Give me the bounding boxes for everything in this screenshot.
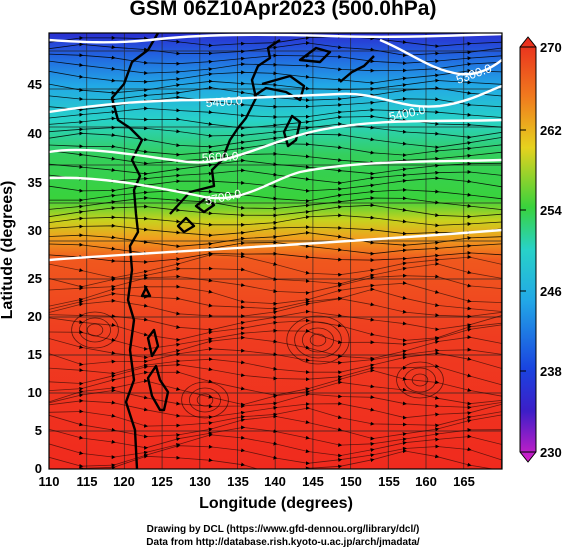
colorbar-tick-label: 230 <box>540 445 562 460</box>
circulation-ring <box>86 323 104 337</box>
colorbar-tick-label: 254 <box>540 203 562 218</box>
x-tick-label: 160 <box>415 474 437 489</box>
circulation-ring <box>411 373 429 387</box>
streamline <box>76 449 495 469</box>
y-tick-label: 10 <box>28 385 42 400</box>
y-tick-label: 35 <box>28 175 42 190</box>
height-contours <box>49 33 502 262</box>
x-tick-label: 120 <box>113 474 135 489</box>
y-tick-label: 0 <box>35 461 42 476</box>
contour-label: 5400.0 <box>205 93 243 110</box>
x-tick-label: 165 <box>453 474 475 489</box>
circulation-ring <box>286 315 350 365</box>
colorbar-tick-label: 246 <box>540 284 562 299</box>
coastlines <box>110 33 375 469</box>
streamline <box>49 240 502 256</box>
streamlines <box>49 34 502 469</box>
circulation-ring <box>294 321 342 359</box>
contour-label: 5600.0 <box>201 149 239 165</box>
circulation-ring <box>403 367 436 393</box>
circulation-ring <box>196 393 214 407</box>
streamline <box>49 53 502 66</box>
plot-frame <box>48 32 503 470</box>
y-tick-label: 15 <box>28 347 42 362</box>
circulation-ring <box>396 361 444 399</box>
y-tick-label: 5 <box>35 423 42 438</box>
y-axis-label: Latitude (degrees) <box>0 181 16 320</box>
colorbar-tick-label: 262 <box>540 123 562 138</box>
colorbar: 270 262 254 246 238 230 <box>519 36 562 463</box>
circulation-ring <box>181 381 229 419</box>
colorbar-tick-label: 270 <box>540 40 562 55</box>
x-tick-label: 140 <box>264 474 286 489</box>
map-title: GSM 06Z10Apr2023 (500.0hPa) <box>129 0 437 20</box>
y-axis: 0 5 10 15 20 25 30 35 40 45 Latitude (de… <box>0 77 42 476</box>
credit-data: Data from http://database.rish.kyoto-u.a… <box>146 537 420 548</box>
colorbar-bar <box>519 36 537 463</box>
x-tick-label: 155 <box>378 474 400 489</box>
y-tick-label: 45 <box>28 77 42 92</box>
credit-drawing: Drawing by DCL (https://www.gfd-dennou.o… <box>146 524 420 535</box>
x-tick-label: 130 <box>189 474 211 489</box>
y-tick-label: 20 <box>28 309 42 324</box>
x-tick-label: 125 <box>151 474 173 489</box>
x-tick-label: 115 <box>77 474 98 489</box>
colorbar-tick-label: 238 <box>540 364 562 379</box>
x-tick-label: 135 <box>227 474 249 489</box>
y-tick-label: 30 <box>28 223 42 238</box>
circulation-ring <box>188 387 221 413</box>
x-axis: 110 115 120 125 130 135 140 145 150 155 … <box>39 474 475 512</box>
circulation-ring <box>79 317 112 343</box>
x-tick-label: 145 <box>302 474 324 489</box>
y-tick-label: 40 <box>28 126 42 141</box>
circulation-ring <box>301 327 334 353</box>
x-tick-label: 150 <box>340 474 362 489</box>
circulation-ring <box>309 333 327 347</box>
circulation-ring <box>71 311 119 349</box>
y-tick-label: 25 <box>28 271 42 286</box>
x-tick-label: 110 <box>39 474 60 489</box>
x-axis-label: Longitude (degrees) <box>199 495 353 512</box>
